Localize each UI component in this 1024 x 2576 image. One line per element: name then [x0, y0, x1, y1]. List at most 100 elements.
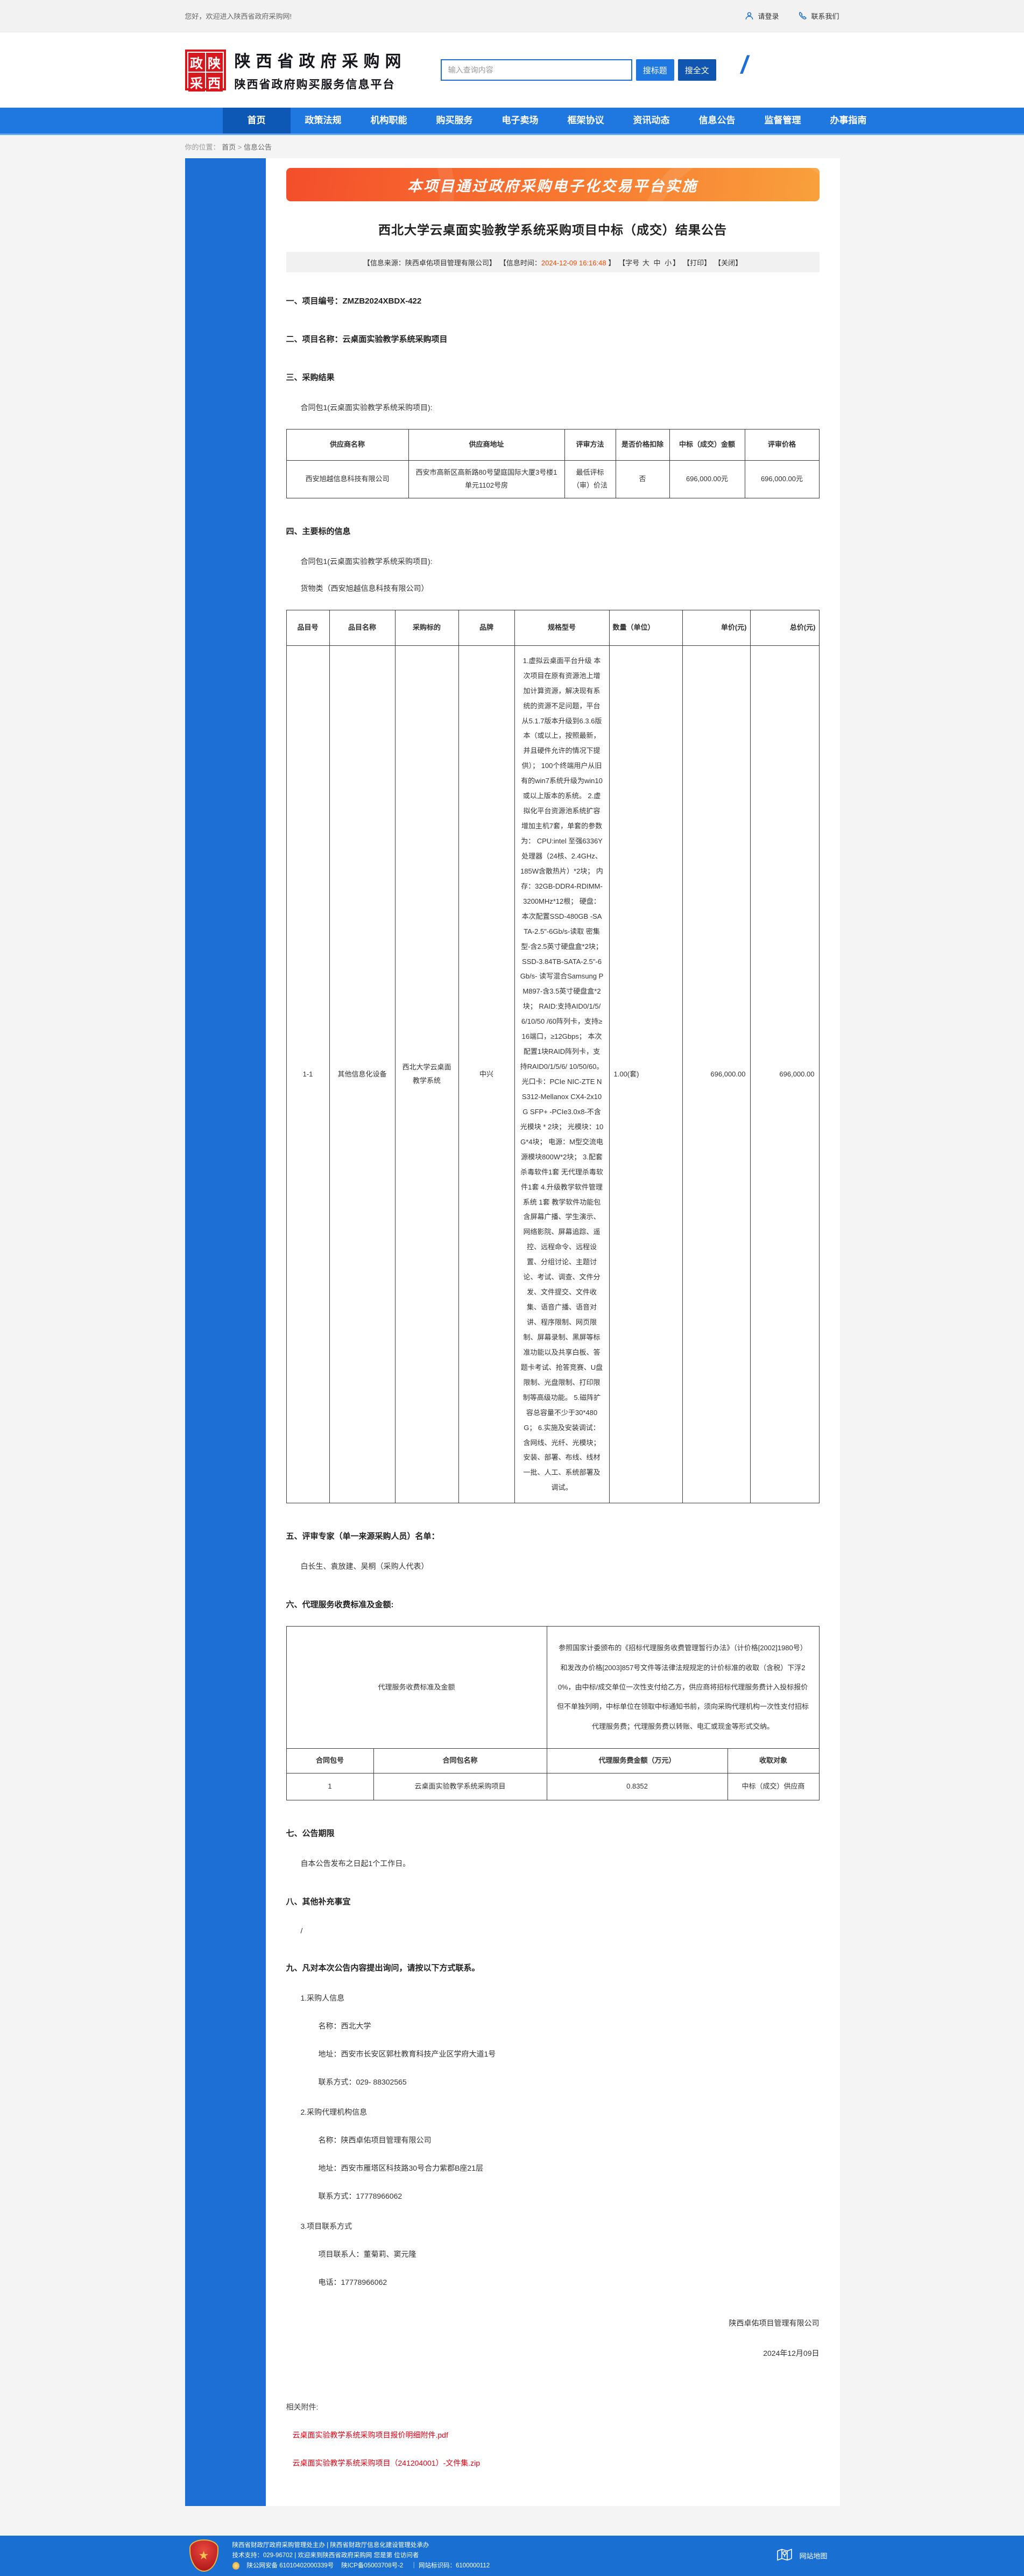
search-title-button[interactable]: 搜标题 [635, 59, 674, 81]
topbar: 您好，欢迎进入陕西省政府采购网! 请登录 联系我们 [0, 0, 1024, 32]
meta-source: 【信息来源：陕西卓佑项目管理有限公司】 [363, 258, 496, 267]
contact-line: 联系方式：029- 88302565 [318, 2077, 407, 2086]
cell-review-method: 最低评标（审）价法 [564, 460, 616, 499]
font-size-small-button[interactable]: 小 [665, 258, 672, 267]
login-label: 请登录 [758, 12, 779, 20]
cell-review-price: 696,000.00元 [744, 460, 820, 499]
cell-quantity: 1.00(套) [609, 645, 683, 1504]
cell-package-name: 云桌面实验教学系统采购项目 [373, 1772, 547, 1800]
login-link[interactable]: 请登录 [745, 11, 779, 21]
left-blue-strip [185, 158, 266, 2506]
section-heading-experts: 五、评审专家（单一来源采购人员）名单： [286, 1532, 440, 1542]
table-header-row: 合同包号 合同包名称 代理服务费金额（万元） 收取对象 [286, 1748, 820, 1773]
breadcrumb-current-link[interactable]: 信息公告 [244, 143, 272, 151]
notice-period-body: 自本公告发布之日起1个工作日。 [300, 1859, 411, 1868]
map-icon [776, 2548, 793, 2564]
header-cell-subject: 采购标的 [394, 610, 459, 646]
header-cell-review-price: 评审价格 [744, 429, 820, 461]
section-heading-notice-period: 七、公告期限 [286, 1828, 335, 1838]
search-input[interactable] [440, 59, 632, 81]
nav-item-news[interactable]: 资讯动态 [633, 115, 670, 125]
cell-package-no: 1 [286, 1772, 374, 1800]
table-row: 代理服务收费标准及金额 参照国家计委颁布的《招标代理服务收费管理暂行办法》（计价… [286, 1626, 820, 1749]
agency-fee-table: 代理服务收费标准及金额 参照国家计委颁布的《招标代理服务收费管理暂行办法》（计价… [286, 1626, 820, 1800]
package-note: 合同包1(云桌面实验教学系统采购项目): [300, 403, 433, 412]
header-cell-package-name: 合同包名称 [373, 1748, 547, 1773]
footer-registration-line: 陕公网安备 61010402000339号 陕ICP备05003708号-2 ｜… [232, 2561, 490, 2571]
cell-item-no: 1-1 [286, 645, 330, 1504]
logo-char: 陕 [206, 53, 223, 72]
nav-item-notices[interactable]: 信息公告 [698, 115, 736, 125]
section-heading-procurement-result: 三、采购结果 [286, 373, 335, 382]
cell-spec: 1.虚拟云桌面平台升级 本次项目在原有资源池上增加计算资源，解决现有系统的资源不… [514, 645, 610, 1504]
platform-banner: 本项目通过政府采购电子化交易平台实施 [286, 168, 820, 201]
nav-item-guide[interactable]: 办事指南 [830, 115, 867, 125]
font-size-medium-button[interactable]: 中 [653, 258, 661, 267]
attachments-label: 相关附件: [286, 2402, 319, 2411]
header-cell-fee-payer: 收取对象 [727, 1748, 820, 1773]
contact-line: 项目联系人：董菊莉、窦元隆 [318, 2249, 416, 2258]
header-cell-review-method: 评审方法 [564, 429, 616, 461]
meta-size-open: 【字号 [618, 258, 640, 267]
icp-link[interactable]: 陕ICP备05003708号-2 [341, 2562, 404, 2569]
header-cell-brand: 品牌 [458, 610, 515, 646]
content-area: 本项目通过政府采购电子化交易平台实施 西北大学云桌面实验教学系统采购项目中标（成… [185, 158, 840, 2506]
meta-size-close: 】 [673, 258, 680, 267]
section-heading-project-number: 一、项目编号：ZMZB2024XBDX-422 [286, 297, 422, 306]
contact-link[interactable]: 联系我们 [798, 11, 839, 21]
breadcrumb-home-link[interactable]: 首页 [222, 143, 236, 151]
site-title: 陕西省政府采购网 [234, 53, 407, 71]
cell-award-amount: 696,000.00元 [669, 460, 745, 499]
section-heading-project-name: 二、项目名称：云桌面实验教学系统采购项目 [286, 335, 448, 344]
meta-time-open: 【信息时间： [499, 258, 541, 267]
meta-bar: 【信息来源：陕西卓佑项目管理有限公司】 【信息时间：2024-12-09 16:… [286, 252, 820, 272]
sitemap-label: 网站地图 [799, 2552, 828, 2560]
breadcrumb: 你的位置： 首页 > 信息公告 [185, 142, 839, 152]
nav-item-policy[interactable]: 政策法规 [305, 115, 342, 125]
police-badge-icon [232, 2562, 239, 2570]
attachment-link-pdf[interactable]: 云桌面实验教学系统采购项目报价明细附件.pdf [292, 2430, 448, 2439]
category-note: 货物类（西安旭越信息科技有限公司） [300, 584, 429, 593]
header-cell-price-deduction: 是否价格扣除 [615, 429, 670, 461]
user-icon [745, 11, 754, 20]
nav-item-purchase-services[interactable]: 购买服务 [436, 115, 473, 125]
cell-subject: 西北大学云桌面教学系统 [394, 645, 459, 1504]
print-button[interactable]: 【打印】 [683, 258, 711, 267]
nav-item-home[interactable]: 首页 [222, 108, 291, 133]
breadcrumb-separator: > [237, 143, 242, 151]
sitemap-link[interactable]: 网站地图 [776, 2548, 828, 2564]
table-row: 1 云桌面实验教学系统采购项目 0.8352 中标（成交）供应商 [286, 1772, 820, 1800]
header-cell-spec: 规格型号 [514, 610, 610, 646]
font-size-large-button[interactable]: 大 [642, 258, 649, 267]
contact-label: 联系我们 [811, 12, 839, 20]
logo-char: 政 [188, 53, 205, 72]
nav-item-organization[interactable]: 机构职能 [370, 115, 407, 125]
signature-company: 陕西卓佑项目管理有限公司 [729, 2318, 820, 2327]
cell-total-price: 696,000.00 [750, 645, 820, 1504]
section-heading-contact: 九、凡对本次公告内容提出询问，请按以下方式联系。 [286, 1963, 480, 1973]
footer: ★ 陕西省财政厅政府采购管理处主办 | 陕西省财政厅信息化建设管理处承办 技术支… [0, 2535, 1024, 2576]
cell-agency-fee-label: 代理服务收费标准及金额 [286, 1626, 547, 1749]
header-cell-package-no: 合同包号 [286, 1748, 374, 1773]
main-nav: 首页 政策法规 机构职能 购买服务 电子卖场 框架协议 资讯动态 信息公告 监督… [0, 108, 1024, 135]
search-fulltext-button[interactable]: 搜全文 [677, 59, 716, 81]
cell-supplier-address: 西安市高新区高新路80号望庭国际大厦3号楼1单元1102号房 [408, 460, 565, 499]
nav-item-emall[interactable]: 电子卖场 [502, 115, 539, 125]
footer-organizer-line: 陕西省财政厅政府采购管理处主办 | 陕西省财政厅信息化建设管理处承办 [232, 2542, 429, 2549]
header-cell-item-name: 品目名称 [329, 610, 396, 646]
section-heading-subject-info: 四、主要标的信息 [286, 527, 351, 537]
topbar-links: 请登录 联系我们 [725, 11, 839, 21]
nav-item-supervision[interactable]: 监督管理 [764, 115, 801, 125]
attachment-link-zip[interactable]: 云桌面实验教学系统采购项目（241204001）-文件集.zip [292, 2458, 481, 2467]
site-logo[interactable]: 政 陕 采 西 [185, 50, 226, 92]
cell-fee-payer: 中标（成交）供应商 [727, 1772, 820, 1800]
beian-link[interactable]: 陕公网安备 61010402000339号 [246, 2562, 334, 2569]
contact-group-title: 1.采购人信息 [300, 1993, 345, 2002]
table-row: 1-1 其他信息化设备 西北大学云桌面教学系统 中兴 1.虚拟云桌面平台升级 本… [286, 645, 820, 1504]
package-note: 合同包1(云桌面实验教学系统采购项目): [300, 557, 433, 566]
nav-item-framework[interactable]: 框架协议 [567, 115, 604, 125]
header-cell-supplier-name: 供应商名称 [286, 429, 409, 461]
meta-time-value: 2024-12-09 16:16:48 [541, 258, 606, 267]
cell-supplier-name: 西安旭越信息科技有限公司 [286, 460, 409, 499]
close-button[interactable]: 【关闭】 [714, 258, 743, 267]
